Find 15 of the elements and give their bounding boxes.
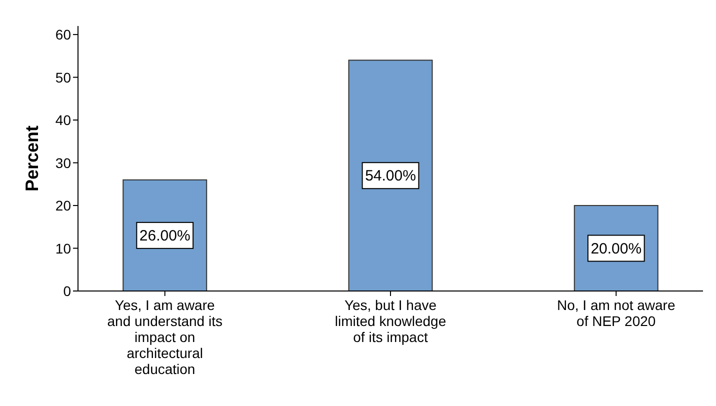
y-tick-label: 20	[55, 198, 72, 214]
y-tick-label: 40	[55, 112, 72, 128]
bar	[348, 60, 433, 292]
data-label: 26.00%	[139, 227, 190, 244]
x-tick-label: Yes, I am aware and understand its impact on architectural education	[107, 297, 222, 377]
y-axis-title: Percent	[22, 125, 42, 192]
data-label: 54.00%	[365, 168, 416, 185]
data-label: 20.00%	[590, 240, 642, 258]
y-tick-label: 10	[55, 240, 72, 256]
x-tick-label: Yes, but I have limited knowledge of its impact	[334, 297, 446, 345]
x-tick-label: No, I am not aware of NEP 2020	[556, 297, 676, 329]
y-tick-label: 0	[63, 283, 72, 299]
y-tick-label: 30	[55, 154, 72, 171]
y-tick-label: 60	[55, 26, 72, 43]
y-tick-label: 50	[55, 69, 72, 86]
